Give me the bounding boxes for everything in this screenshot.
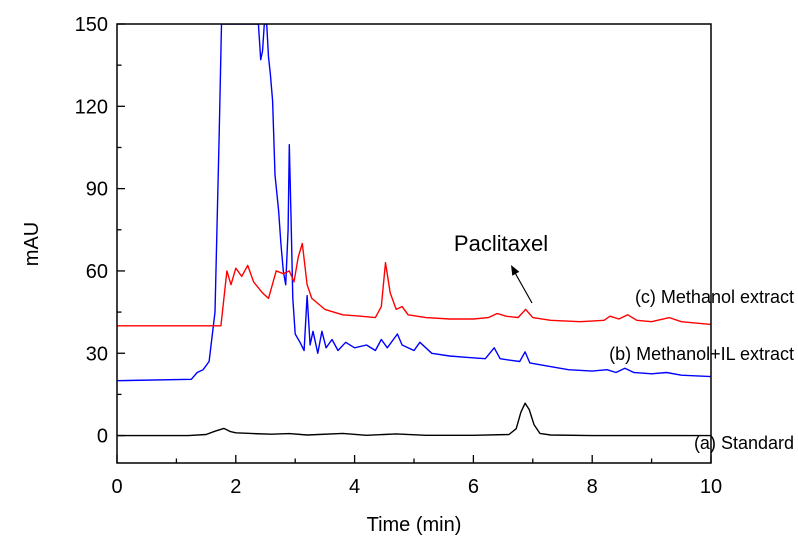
paclitaxel-arrowhead — [511, 265, 520, 276]
paclitaxel-arrow — [513, 270, 533, 304]
x-tick-label: 10 — [700, 476, 722, 498]
series-label-standard: (a) Standard — [694, 433, 794, 453]
x-tick-label: 4 — [349, 476, 360, 498]
x-axis-title: Time (min) — [367, 514, 462, 536]
axis-ticks — [116, 23, 712, 463]
series-label-methanol-il-extract: (b) Methanol+IL extract — [609, 344, 794, 364]
y-tick-label: 60 — [86, 261, 108, 283]
x-tick-label: 0 — [111, 476, 122, 498]
x-tick-label: 2 — [230, 476, 241, 498]
series-label-methanol-extract: (c) Methanol extract — [635, 287, 794, 307]
series-line-methanol-il-extract — [117, 24, 711, 382]
y-tick-label: 120 — [75, 96, 108, 118]
tick-labels: 0 2 4 6 8 10 0 30 60 90 120 150 — [75, 14, 723, 498]
y-tick-label: 90 — [86, 179, 108, 201]
y-tick-label: 0 — [97, 426, 108, 448]
plot-frame — [116, 23, 712, 464]
paclitaxel-annotation: Paclitaxel — [454, 231, 548, 256]
series-line-methanol-extract — [117, 242, 711, 327]
x-tick-label: 8 — [587, 476, 598, 498]
x-tick-label: 6 — [468, 476, 479, 498]
series-line-standard — [117, 402, 711, 437]
plot-lines — [117, 24, 711, 437]
y-tick-label: 150 — [75, 14, 108, 36]
y-tick-label: 30 — [86, 343, 108, 365]
y-axis-title: mAU — [21, 222, 43, 266]
